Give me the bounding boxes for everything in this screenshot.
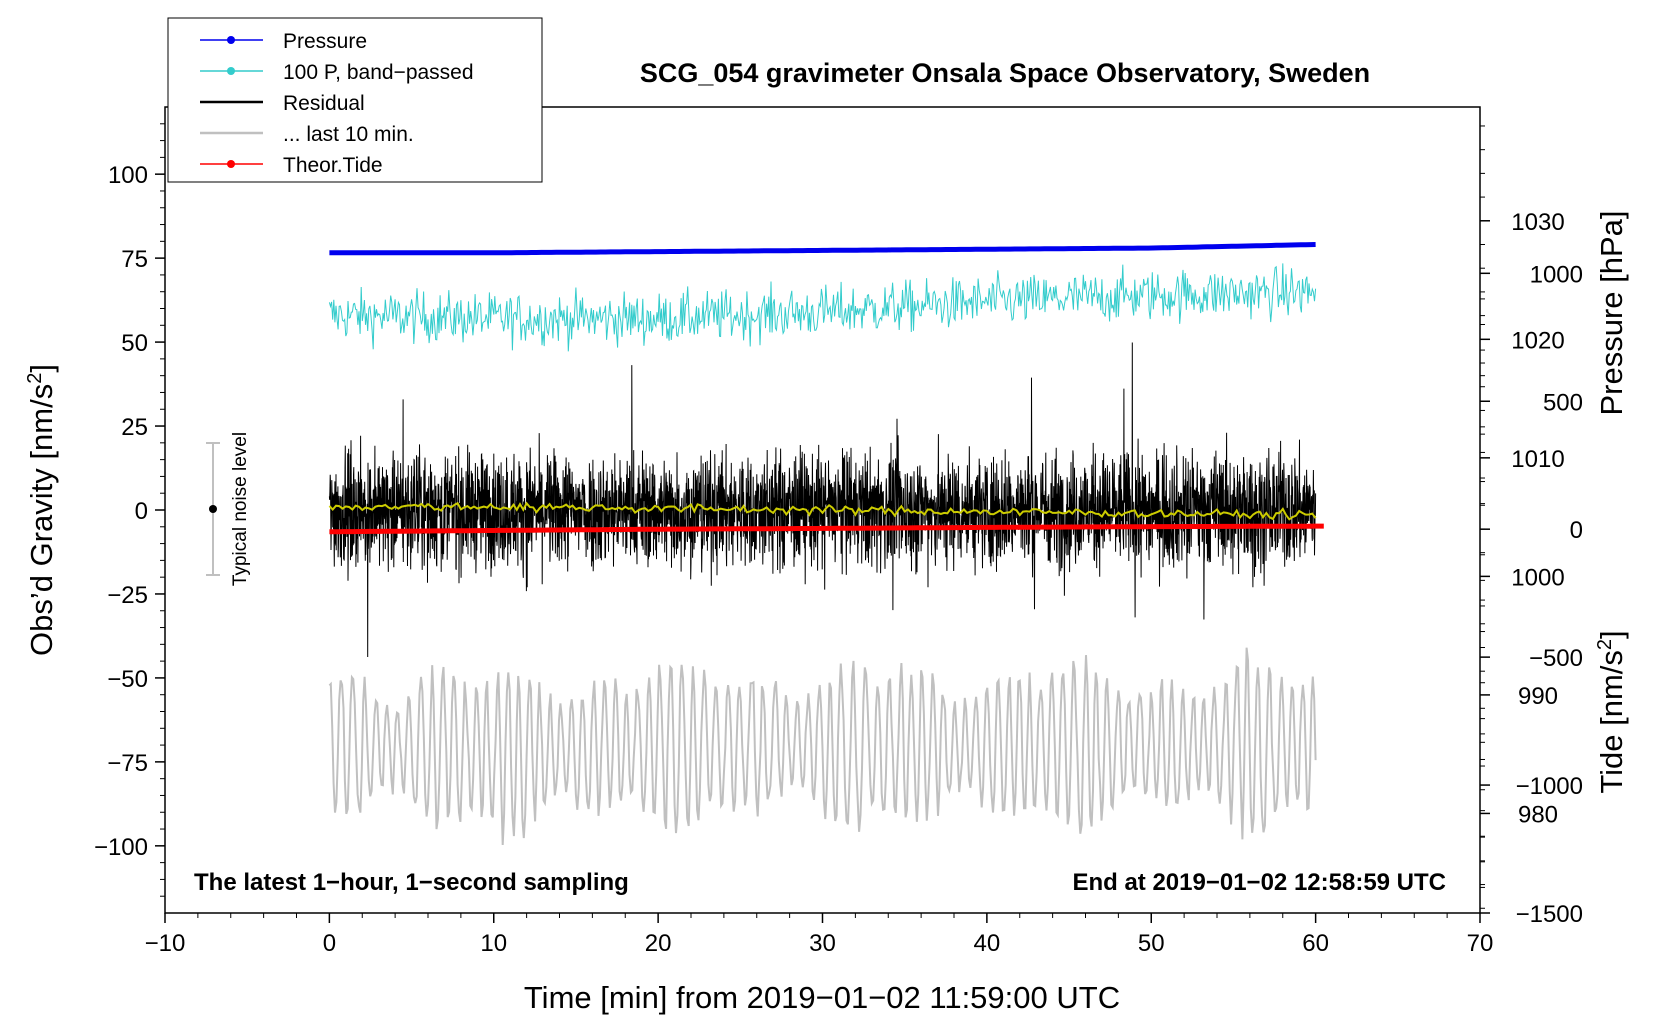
x-tick-label: 70 [1467, 930, 1494, 957]
legend-label: ... last 10 min. [283, 123, 414, 146]
axes-ticks: −10 0 10 20 30 40 50 60 701007550250−25−50−75−10… [94, 123, 1583, 957]
legend-label: 100 P, band−passed [283, 61, 474, 84]
x-tick-label: 40 [974, 930, 1001, 957]
y-tide-tick-label: −1000 [1516, 773, 1583, 800]
y-pressure-tick-label: 990 [1518, 683, 1558, 710]
noise-label: Typical noise level [230, 432, 251, 586]
legend-label: Pressure [283, 30, 367, 53]
y-pressure-tick-label: 980 [1518, 801, 1558, 828]
y-left-tick-label: 75 [121, 246, 148, 273]
x-tick-label: 50 [1138, 930, 1165, 957]
y-pressure-tick-label: 1010 [1511, 446, 1564, 473]
y-axis-title-left-superscript: 2 [24, 373, 46, 384]
legend-label: Residual [283, 92, 365, 115]
legend-marker [227, 160, 235, 168]
series-line-0 [329, 242, 1316, 256]
y-left-tick-label: 50 [121, 330, 148, 357]
y-axis-title-tide-superscript: 2 [1594, 639, 1616, 650]
y-axis-title-left-end: ] [24, 364, 59, 373]
legend-marker [227, 36, 235, 44]
y-tide-tick-label: 0 [1570, 517, 1583, 544]
legend: Pressure 100 P, band−passed Residual ... la… [167, 17, 543, 183]
x-tick-label: 10 [480, 930, 507, 957]
y-tide-tick-label: 1000 [1530, 261, 1583, 288]
legend-box [167, 17, 543, 183]
y-axis-title-left: Obs’d Gravity [nm/s2] [24, 364, 59, 656]
noise-bar-center-dot [209, 505, 217, 513]
chart-title: SCG_054 gravimeter Onsala Space Observat… [640, 58, 1370, 88]
x-tick-label: 20 [645, 930, 672, 957]
y-axis-title-tide-end: ] [1594, 630, 1629, 639]
y-left-tick-label: −25 [107, 582, 148, 609]
y-tide-tick-label: 500 [1543, 389, 1583, 416]
plot-traces [328, 242, 1324, 846]
series-line-5 [329, 523, 1324, 535]
y-tide-tick-label: −1500 [1516, 901, 1583, 928]
series-line-3 [328, 501, 1317, 521]
x-tick-label: −10 [145, 930, 186, 957]
y-tide-tick-label: −500 [1529, 645, 1583, 672]
y-pressure-tick-label: 1030 [1511, 209, 1564, 236]
x-axis-title: Time [min] from 2019−01−02 11:59:00 UTC [524, 980, 1120, 1015]
y-left-tick-label: 100 [108, 162, 148, 189]
x-tick-label: 60 [1302, 930, 1329, 957]
y-pressure-tick-label: 1000 [1511, 564, 1564, 591]
y-axis-title-tide-text: Tide [nm/s [1594, 650, 1629, 794]
annotation-end-time: End at 2019−01−02 12:58:59 UTC [1072, 869, 1446, 896]
y-left-tick-label: −100 [94, 834, 148, 861]
y-axis-title-pressure: Pressure [hPa] [1594, 210, 1629, 415]
x-tick-label: 0 [323, 930, 336, 957]
legend-marker [227, 67, 235, 75]
y-left-tick-label: 0 [135, 498, 148, 525]
y-axis-title-left-text: Obs’d Gravity [nm/s [24, 384, 59, 656]
y-pressure-tick-label: 1020 [1511, 327, 1564, 354]
legend-label: Theor.Tide [283, 154, 383, 177]
y-left-tick-label: −75 [107, 750, 148, 777]
series-line-4 [328, 647, 1317, 846]
x-tick-label: 30 [809, 930, 836, 957]
series-line-2 [328, 342, 1317, 658]
y-left-tick-label: 25 [121, 414, 148, 441]
annotation-latest-hour: The latest 1−hour, 1−second sampling [194, 869, 629, 896]
series-line-1 [328, 263, 1317, 352]
y-left-tick-label: −50 [107, 666, 148, 693]
noise-indicator: Typical noise level [206, 432, 251, 586]
y-axis-title-tide: Tide [nm/s2] [1594, 630, 1629, 793]
